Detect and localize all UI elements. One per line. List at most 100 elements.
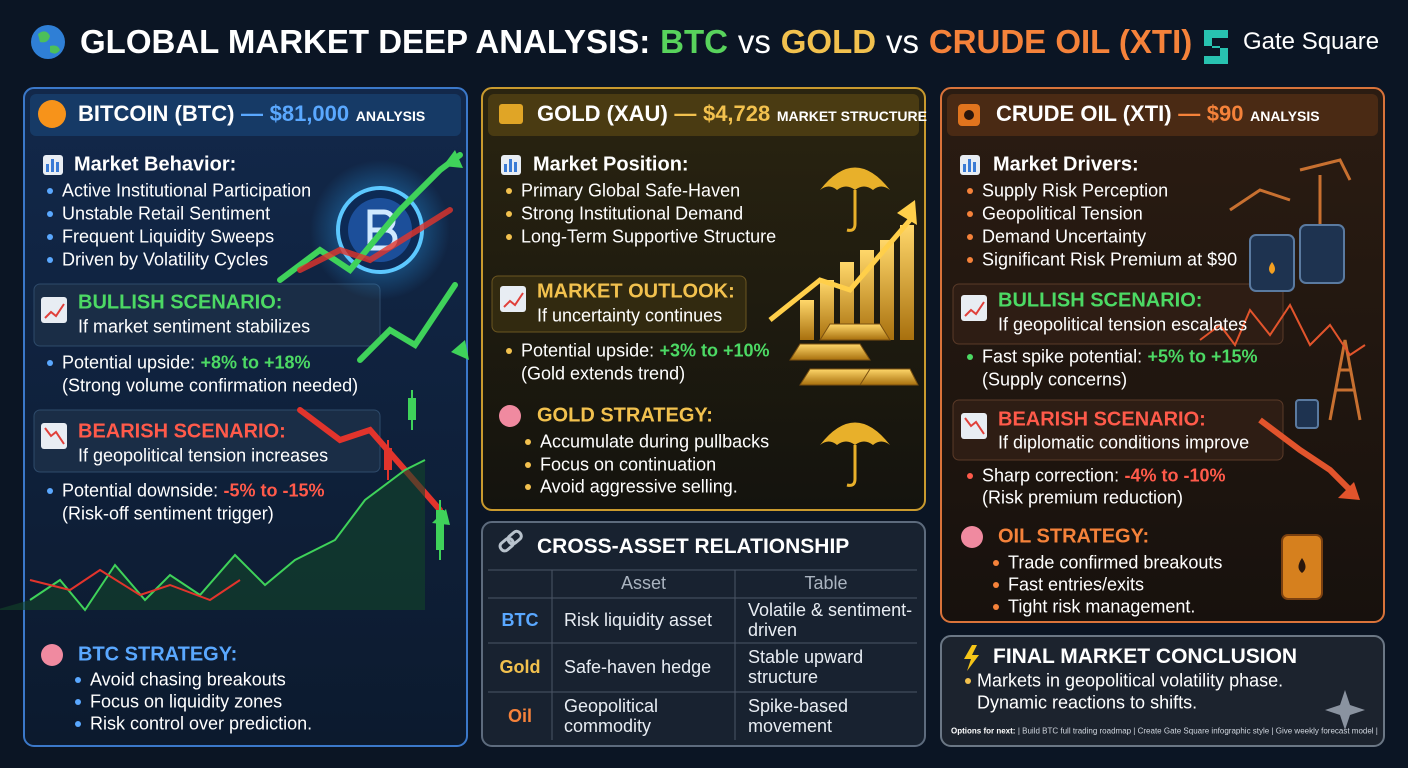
- text: (Supply concerns): [982, 369, 1128, 390]
- panel-header: CRUDE OIL (XTI) — $90 ANALYSIS: [996, 101, 1324, 127]
- text: Significant Risk Premium at $90: [982, 249, 1238, 270]
- text: Sharp correction:: [982, 465, 1120, 486]
- text: Focus on liquidity zones: [90, 691, 283, 712]
- section-title: Market Position:: [533, 154, 695, 177]
- bullet: [75, 721, 81, 727]
- section-title: GOLD STRATEGY:: [537, 405, 719, 428]
- table-cell: Geopolitical commodity: [564, 696, 659, 736]
- scenario-condition: If uncertainty continues: [537, 306, 728, 327]
- table-cell: Asset: [620, 573, 667, 593]
- bullet: [967, 473, 973, 479]
- text: Focus on continuation: [540, 454, 717, 474]
- bullet: [47, 488, 53, 494]
- bullet: [506, 211, 512, 217]
- text: Potential upside:: [62, 352, 196, 373]
- text: Active Institutional Participation: [62, 180, 312, 201]
- list-item: Active Institutional Participation: [62, 181, 317, 202]
- text: Market Position:: [533, 153, 689, 176]
- conclusion-line: Markets in geopolitical volatility phase…: [977, 671, 1289, 692]
- text: Long-Term Supportive Structure: [521, 226, 777, 247]
- section-title: CROSS-ASSET RELATIONSHIP: [537, 535, 856, 559]
- options-footer: Options for next: | Build BTC full tradin…: [951, 727, 1380, 736]
- text: BEARISH SCENARIO:: [78, 420, 286, 443]
- text: If market sentiment stabilizes: [78, 316, 311, 337]
- text: (Gold extends trend): [521, 363, 686, 384]
- text: ANALYSIS: [1250, 108, 1320, 124]
- text: $81,000: [269, 101, 350, 126]
- panel-header: BITCOIN (BTC) — $81,000 ANALYSIS: [78, 101, 429, 127]
- text: vs: [737, 23, 771, 60]
- bullet: [993, 582, 999, 588]
- table-cell: Safe-haven hedge: [564, 657, 712, 677]
- scenario-condition: If geopolitical tension increases: [78, 446, 334, 467]
- text-line: Potential upside: +8% to +18%: [62, 353, 316, 374]
- text: —: [1178, 101, 1201, 126]
- text: Dynamic reactions to shifts.: [977, 692, 1198, 713]
- page-title: GLOBAL MARKET DEEP ANALYSIS: BTC vs GOLD vs C…: [80, 23, 1202, 61]
- text: If geopolitical tension increases: [78, 445, 329, 466]
- text: Potential upside:: [521, 340, 655, 361]
- text: If uncertainty continues: [537, 305, 723, 326]
- bullet: [993, 604, 999, 610]
- text: GOLD: [780, 23, 877, 60]
- bullet: [525, 484, 531, 490]
- text: +3% to +10%: [659, 340, 770, 361]
- text: Strong Institutional Demand: [521, 203, 744, 224]
- text: -5% to -15%: [223, 480, 325, 501]
- text: Avoid aggressive selling.: [540, 476, 738, 497]
- text: (Risk premium reduction): [982, 487, 1184, 508]
- text: BITCOIN (BTC): [78, 101, 235, 126]
- text: (Risk-off sentiment trigger): [62, 503, 274, 524]
- table-cell: Table: [804, 573, 848, 593]
- text: Driven by Volatility Cycles: [62, 249, 269, 270]
- text: BTC STRATEGY:: [78, 643, 238, 666]
- text: $90: [1206, 101, 1244, 126]
- text: Market Behavior:: [74, 153, 237, 176]
- text: Potential downside:: [62, 480, 219, 501]
- text: GOLD (XAU): [537, 101, 668, 126]
- text: If diplomatic conditions improve: [998, 432, 1250, 453]
- list-item: Avoid aggressive selling.: [540, 477, 743, 498]
- text: GLOBAL MARKET DEEP ANALYSIS:: [80, 23, 651, 60]
- scenario-condition: If geopolitical tension escalates: [998, 315, 1253, 336]
- list-item: Driven by Volatility Cycles: [62, 250, 273, 271]
- text: Trade confirmed breakouts: [1008, 552, 1223, 573]
- section-title: FINAL MARKET CONCLUSION: [993, 645, 1303, 669]
- text: Gate Square: [1243, 28, 1380, 55]
- text: If geopolitical tension escalates: [998, 314, 1248, 335]
- text: —: [674, 101, 697, 126]
- bullet: [506, 188, 512, 194]
- list-item: Long-Term Supportive Structure: [521, 227, 782, 248]
- text: Market Drivers:: [993, 153, 1139, 176]
- scenario-title: BULLISH SCENARIO:: [998, 290, 1208, 313]
- bullet: [506, 348, 512, 354]
- bullet: [75, 677, 81, 683]
- bullet: [47, 188, 53, 194]
- text: Options for next:: [951, 726, 1016, 736]
- text-line: (Risk premium reduction): [982, 488, 1188, 509]
- text: Demand Uncertainty: [982, 226, 1147, 247]
- text: Fast spike potential:: [982, 346, 1143, 367]
- list-item: Accumulate during pullbacks: [540, 432, 775, 453]
- list-item: Geopolitical Tension: [982, 204, 1148, 225]
- text: CROSS-ASSET RELATIONSHIP: [537, 535, 850, 558]
- text: Accumulate during pullbacks: [540, 431, 770, 452]
- bullet: [967, 188, 973, 194]
- bullet: [47, 234, 53, 240]
- bullet: [967, 211, 973, 217]
- list-item: Tight risk management.: [1008, 597, 1201, 618]
- text: —: [241, 101, 264, 126]
- table-cell: Volatile & sentiment-driven: [748, 600, 913, 640]
- text: CRUDE OIL (XTI): [996, 101, 1172, 126]
- text: GOLD STRATEGY:: [537, 404, 713, 427]
- list-item: Risk control over prediction.: [90, 714, 317, 735]
- scenario-title: BULLISH SCENARIO:: [78, 292, 288, 315]
- text: vs: [885, 23, 919, 60]
- text: Primary Global Safe-Haven: [521, 180, 741, 201]
- list-item: Fast entries/exits: [1008, 575, 1149, 596]
- text: -4% to -10%: [1124, 465, 1226, 486]
- text: BULLISH SCENARIO:: [78, 291, 283, 314]
- bullet: [47, 257, 53, 263]
